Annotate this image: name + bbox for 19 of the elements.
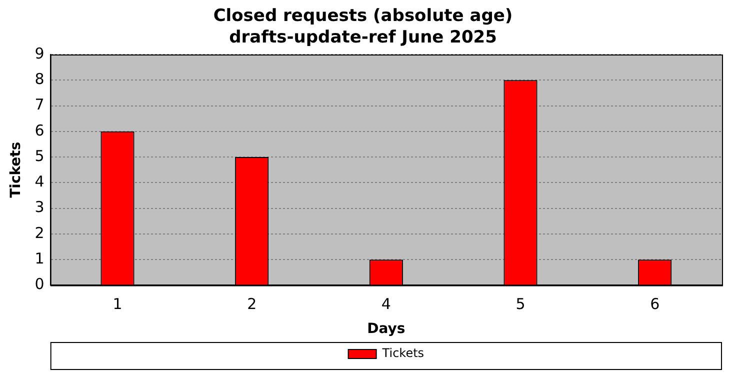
y-tick-label: 9 — [34, 44, 44, 62]
x-tick-label: 5 — [516, 295, 526, 314]
x-axis-title: Days — [367, 321, 406, 338]
x-tick-label: 4 — [381, 295, 391, 314]
y-tick-label: 1 — [34, 249, 44, 268]
y-tick-label: 5 — [34, 146, 44, 165]
x-tick-label: 6 — [650, 295, 660, 314]
y-axis-title: Tickets — [8, 142, 24, 198]
legend-label: Tickets — [381, 346, 424, 360]
x-tick-label: 1 — [112, 295, 122, 314]
y-tick-label: 7 — [34, 96, 44, 114]
y-tick-label: 4 — [34, 172, 44, 191]
y-tick-label: 3 — [34, 198, 44, 216]
x-tick-label: 2 — [247, 295, 257, 314]
y-tick-label: 0 — [34, 275, 44, 294]
y-tick-label: 2 — [34, 224, 44, 242]
y-tick-label: 6 — [34, 121, 44, 140]
chart-title: Closed requests (absolute age) drafts-update-ref June 2025 — [213, 6, 513, 48]
y-tick-label: 8 — [34, 70, 44, 88]
